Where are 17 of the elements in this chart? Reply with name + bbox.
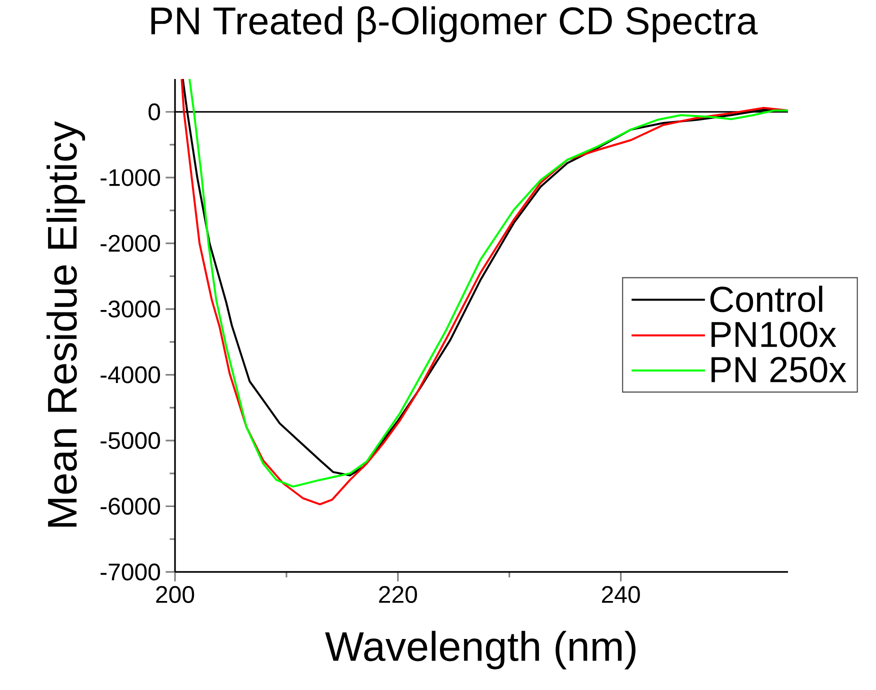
x-tick-label: 240: [602, 586, 640, 604]
y-tick-label: -7000: [100, 563, 160, 580]
y-tick-label: -6000: [100, 498, 160, 515]
x-axis-title: Wavelength (nm): [325, 630, 636, 670]
legend-label: PN 250x: [712, 356, 846, 382]
x-tick-label: 220: [379, 586, 417, 604]
legend-label: Control: [710, 286, 822, 312]
chart-title: PN Treated β-Oligomer CD Spectra: [151, 6, 758, 42]
y-axis-title: Mean Residue Elipticy: [46, 121, 86, 527]
y-tick-label: -3000: [100, 300, 160, 318]
legend-label: PN100x: [712, 322, 836, 348]
y-tick-label: -4000: [100, 366, 160, 384]
y-tick-label: -5000: [100, 432, 160, 450]
y-tick-label: 0: [148, 103, 160, 120]
y-tick-label: -2000: [100, 234, 160, 252]
x-tick-label: 200: [156, 586, 194, 604]
y-tick-label: -1000: [100, 169, 160, 186]
